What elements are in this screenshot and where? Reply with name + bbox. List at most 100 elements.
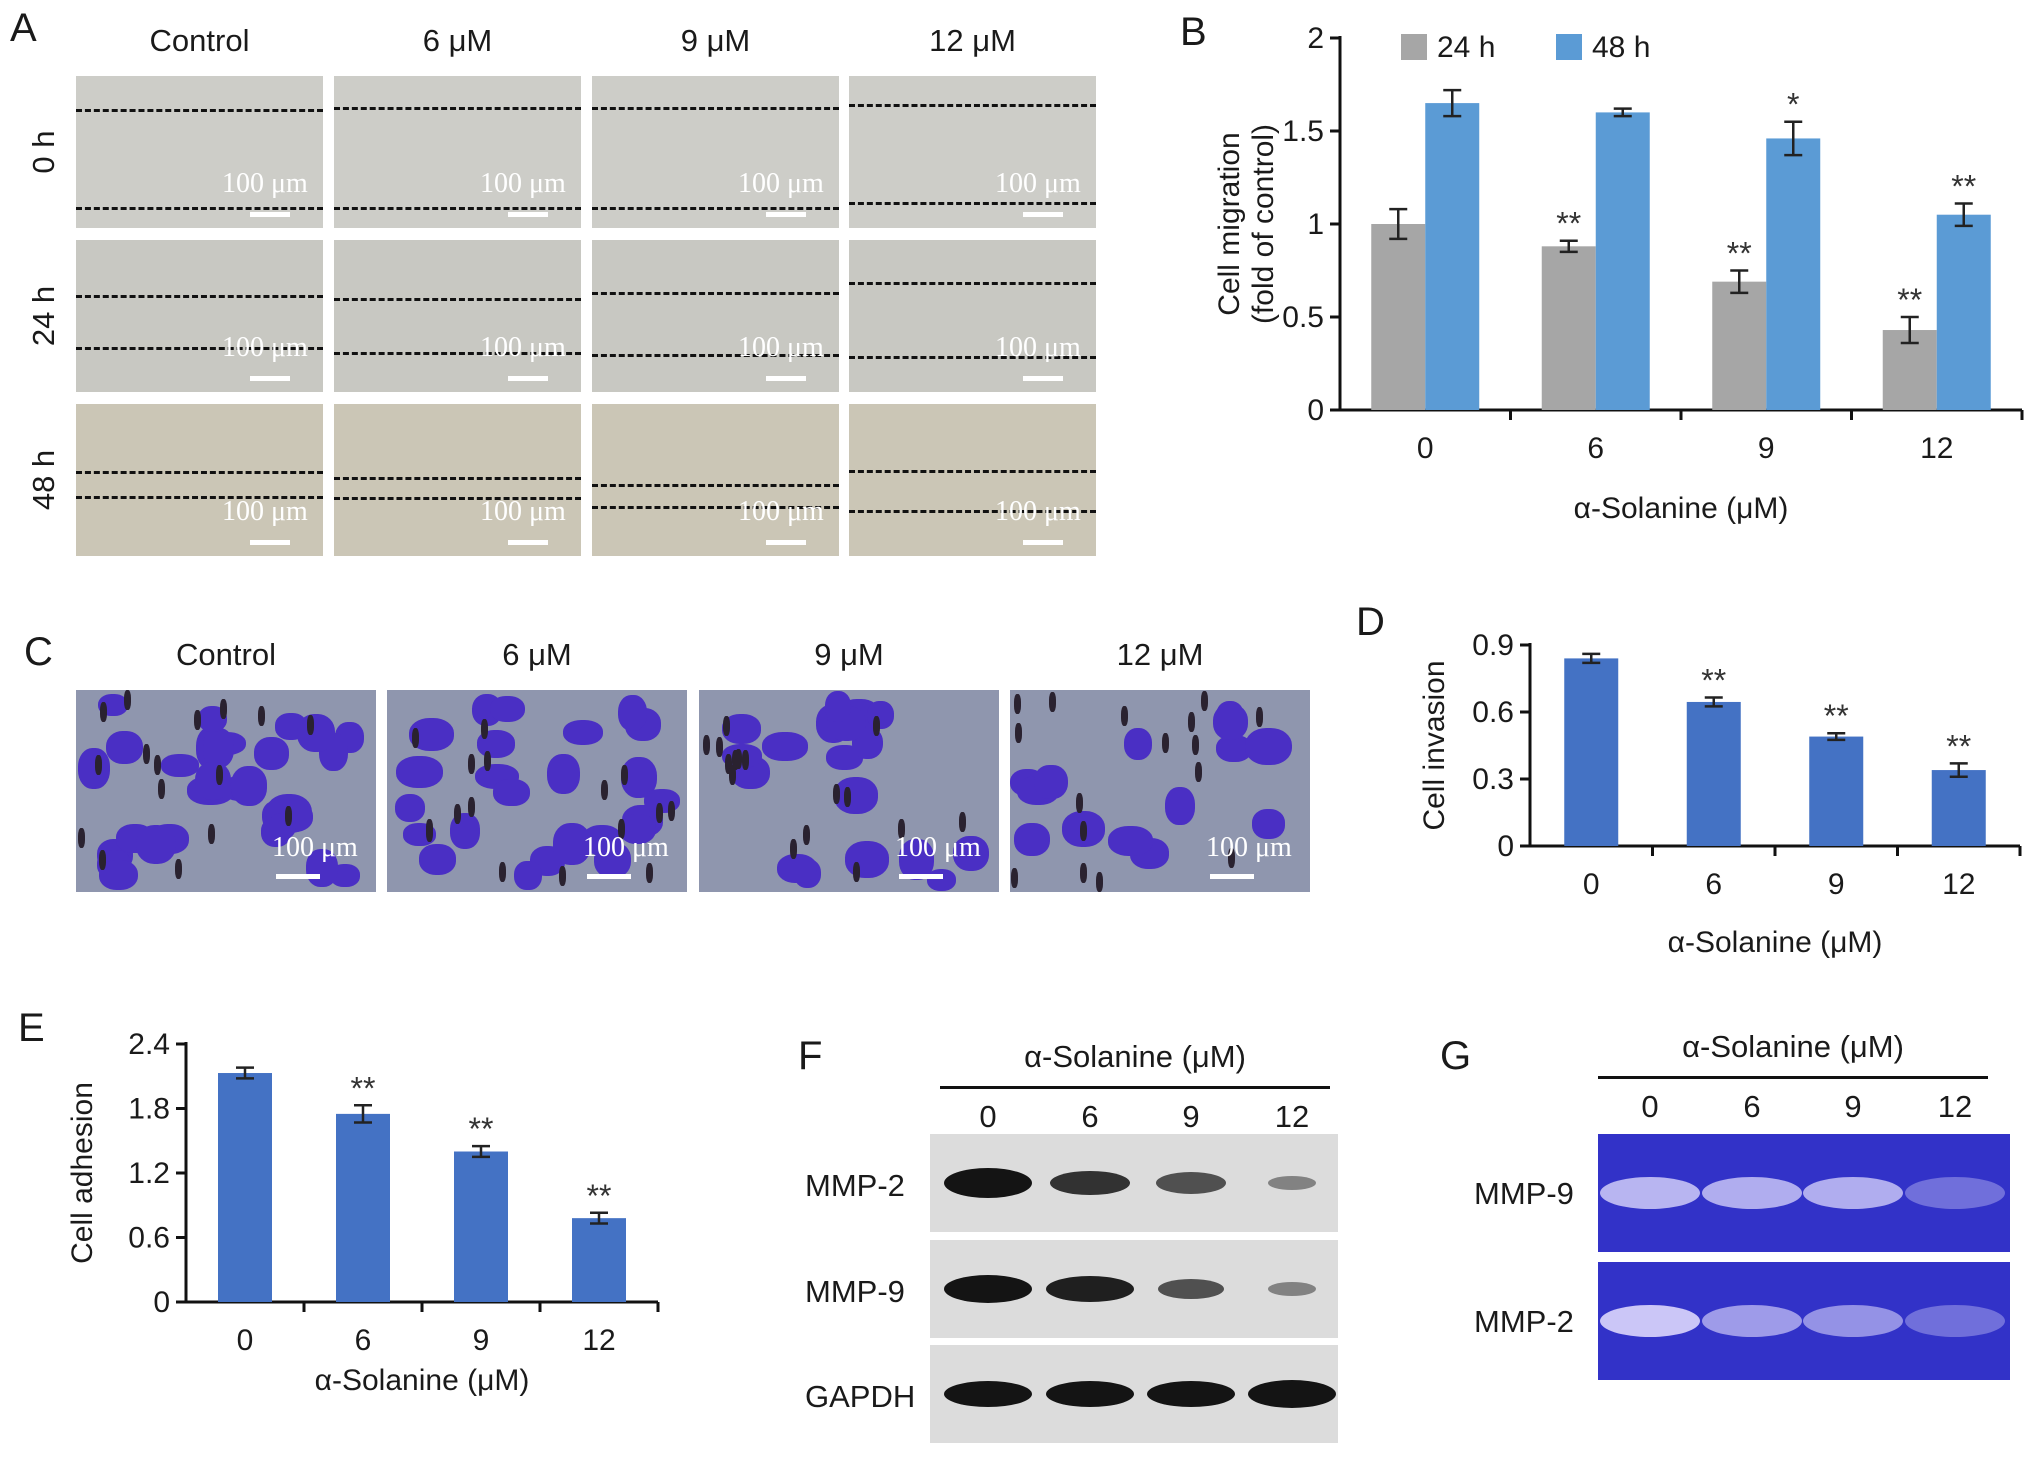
wound-edge-line xyxy=(334,107,581,110)
scale-bar xyxy=(508,376,548,381)
digestion-band xyxy=(1600,1305,1700,1337)
membrane-pore xyxy=(484,751,492,772)
digestion-band xyxy=(1600,1177,1700,1209)
micrograph-tile: 100 μm xyxy=(334,404,581,556)
wound-edge-line xyxy=(76,295,323,298)
scale-bar xyxy=(766,540,806,545)
wound-edge-line xyxy=(592,506,839,509)
invaded-cell xyxy=(195,761,231,801)
panel-label-d: D xyxy=(1356,600,1385,644)
scale-text: 100 μm xyxy=(222,332,308,363)
invaded-cell xyxy=(253,737,290,771)
digestion-band xyxy=(1803,1305,1903,1337)
digestion-band xyxy=(1702,1177,1802,1209)
y-tick-label: 1 xyxy=(1307,208,1324,241)
membrane-pore xyxy=(467,796,475,817)
scale-bar xyxy=(1210,874,1254,879)
blot-strip xyxy=(930,1134,1338,1232)
membrane-pore xyxy=(143,743,151,764)
blot-row-label: MMP-2 xyxy=(805,1168,905,1203)
lane-label: 9 xyxy=(1844,1089,1862,1124)
x-tick-label: 0 xyxy=(1417,432,1434,465)
membrane-pore xyxy=(207,824,215,845)
membrane-pore xyxy=(803,824,811,845)
membrane-pore xyxy=(872,716,880,737)
invaded-cell xyxy=(77,747,110,789)
micrograph-tile: 100 μm xyxy=(76,690,376,892)
membrane-pore xyxy=(898,818,906,839)
y-axis-label-line: Cell invasion xyxy=(1418,660,1451,830)
membrane-pore xyxy=(454,804,462,825)
bar xyxy=(1564,658,1619,846)
membrane-pore xyxy=(258,705,266,726)
scale-text: 100 μm xyxy=(738,496,824,527)
protein-band xyxy=(1267,1176,1317,1190)
column-header: 9 μM xyxy=(814,637,884,672)
membrane-pore xyxy=(220,699,228,720)
membrane-pore xyxy=(1188,711,1196,732)
lane-label: 9 xyxy=(1182,1099,1200,1134)
micrograph-tile: 100 μm xyxy=(76,404,323,556)
membrane-pore xyxy=(558,865,566,886)
micrograph-tile: 100 μm xyxy=(334,76,581,228)
bar xyxy=(336,1113,390,1302)
legend-label: 48 h xyxy=(1592,31,1650,64)
membrane-pore xyxy=(655,802,663,823)
wound-edge-line xyxy=(334,207,581,210)
micrograph-tile: 100 μm xyxy=(387,690,687,892)
blot-row-label: MMP-9 xyxy=(805,1274,905,1309)
y-tick-label: 0.6 xyxy=(128,1222,170,1255)
protein-band xyxy=(1158,1279,1224,1299)
x-tick-label: 6 xyxy=(355,1324,372,1357)
invaded-cell xyxy=(1164,786,1195,825)
membrane-pore xyxy=(1080,862,1088,883)
lane-label: 12 xyxy=(1937,1089,1973,1124)
invaded-cell xyxy=(619,813,657,845)
scale-bar xyxy=(508,212,548,217)
row-label: 24 h xyxy=(26,285,61,347)
membrane-pore xyxy=(498,862,506,883)
y-tick-label: 2 xyxy=(1307,22,1324,55)
significance-marker: * xyxy=(1787,87,1799,123)
wound-edge-line xyxy=(592,107,839,110)
significance-marker: ** xyxy=(469,1111,494,1147)
scale-text: 100 μm xyxy=(222,496,308,527)
micrograph-tile: 100 μm xyxy=(592,240,839,392)
lane-label: 0 xyxy=(1641,1089,1659,1124)
header-rule xyxy=(940,1086,1330,1089)
bar xyxy=(1595,112,1650,411)
protein-band xyxy=(1155,1172,1227,1194)
protein-band xyxy=(1046,1276,1134,1302)
panel-label-b: B xyxy=(1180,10,1207,54)
membrane-pore xyxy=(722,716,730,737)
invaded-cell xyxy=(297,713,335,753)
invaded-cell xyxy=(514,860,542,891)
significance-marker: ** xyxy=(1946,728,1971,764)
protein-band xyxy=(1046,1381,1134,1407)
column-header: 6 μM xyxy=(502,637,572,672)
blot-strip xyxy=(930,1240,1338,1338)
wound-edge-line xyxy=(592,207,839,210)
invaded-cell xyxy=(1034,764,1068,800)
membrane-pore xyxy=(215,765,223,786)
invaded-cell xyxy=(833,777,879,814)
membrane-pore xyxy=(728,765,736,786)
bar xyxy=(1541,246,1596,410)
x-tick-label: 9 xyxy=(473,1324,490,1357)
scale-bar xyxy=(276,874,320,879)
protein-band xyxy=(944,1168,1032,1198)
significance-marker: ** xyxy=(1701,662,1726,698)
wound-edge-line xyxy=(334,477,581,480)
wound-edge-line xyxy=(592,484,839,487)
wound-edge-line xyxy=(334,497,581,500)
y-axis-label: Cell invasion xyxy=(1418,660,1451,830)
membrane-pore xyxy=(1195,762,1202,783)
bar xyxy=(1809,736,1864,846)
row-label: 48 h xyxy=(26,449,61,511)
invaded-cell xyxy=(953,835,989,872)
x-tick-label: 12 xyxy=(1920,432,1953,465)
membrane-pore xyxy=(600,779,608,800)
legend-swatch xyxy=(1401,34,1427,60)
invaded-cell xyxy=(824,690,851,723)
x-tick-label: 0 xyxy=(1583,868,1600,901)
